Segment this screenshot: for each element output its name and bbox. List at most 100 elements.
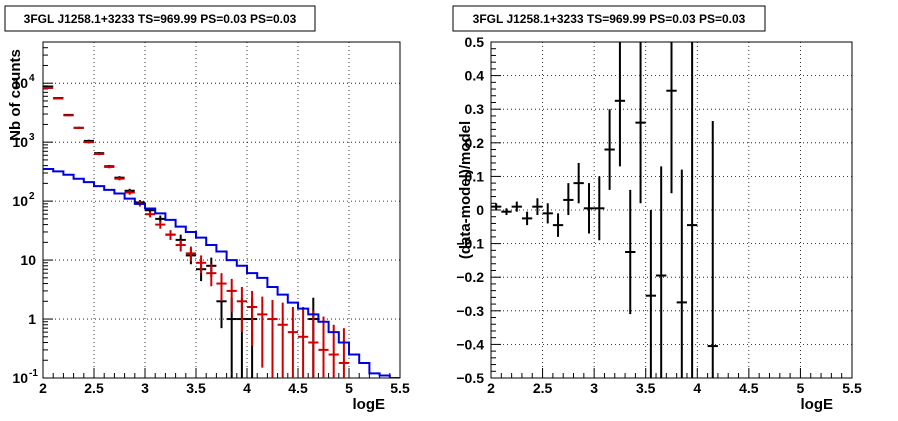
y-tick-label: 10 [12,134,28,150]
x-tick-label: 2 [39,380,47,396]
chart-title: 3FGL J1258.1+3233 TS=969.99 PS=0.03 PS=0… [473,12,746,26]
y-axis-title: Nb of counts [7,49,24,141]
model-point [277,302,288,378]
y-tick-label: 0 [476,202,484,218]
grid-lines [43,42,400,378]
x-tick-label: 3 [590,380,598,396]
residual-point [645,210,657,378]
model-point [267,300,278,378]
x-tick-label: 4.5 [288,380,308,396]
residual-point [676,169,687,378]
x-tick-label: 2.5 [84,380,104,396]
model-point [318,316,329,378]
x-tick-label: 5.5 [842,380,862,396]
model-point [257,296,268,368]
x-tick-label: 5 [345,380,353,396]
residual-point [635,42,646,204]
residual-point [491,203,502,210]
y-tick-label: −0.4 [456,336,484,352]
residual-panel: 2 2.5 3 3.5 4 4.5 5 5.5 −0.5 −0.4 −0.3 −0.2 −0.1 0 0.1… [452,5,862,413]
residual-point [656,166,667,378]
y-tick-label: 10 [20,252,36,268]
model-point [338,328,349,378]
y-tick-label: 0.1 [465,168,485,184]
x-tick-label: 5 [797,380,805,396]
model-point [43,86,54,89]
title-box [4,5,316,32]
model-point [216,273,227,302]
y-tick-label: −0.3 [456,303,484,319]
residual-point [501,208,512,216]
chart-title: 3FGL J1258.1+3233 TS=969.99 PS=0.03 PS=0… [24,12,297,26]
model-step-line [43,168,400,378]
data-point [43,85,54,88]
residual-point [563,183,574,216]
x-tick-label: 2.5 [533,380,553,396]
x-tick-label: 3 [141,380,149,396]
model-point [287,307,298,378]
model-point [73,126,84,129]
residual-point [625,189,636,315]
residual-point [511,201,522,212]
model-point [114,177,125,181]
y-tick-exponent: 2 [29,191,35,202]
model-point [145,211,156,218]
y-tick-exponent: -1 [29,368,38,379]
model-point [165,230,176,240]
residual-point [686,42,698,378]
x-axis-title: logE [353,396,386,413]
residual-point [666,42,677,194]
x-axis-title: logE [801,396,834,413]
y-tick-label: 0.4 [465,68,485,84]
residual-point [542,203,553,224]
plot-area [43,85,400,378]
y-tick-exponent: 3 [29,132,35,143]
residual-point [573,162,584,204]
x-tick-label: 2 [487,380,495,396]
model-point [175,239,186,252]
model-point [247,290,258,346]
model-point [196,255,207,274]
model-point [104,165,115,169]
x-tick-label: 3.5 [636,380,656,396]
y-tick-label: −0.5 [456,370,484,386]
residual-point [583,183,595,234]
y-tick-exponent: 4 [29,73,35,84]
x-tick-label: 3.5 [186,380,206,396]
model-point [83,140,94,144]
y-tick-label: 10 [12,193,28,209]
residual-point [594,176,605,241]
residual-point [707,120,718,378]
x-tick-label: 5.5 [390,380,410,396]
model-point [298,307,309,378]
model-point [155,221,166,229]
model-point [236,286,247,333]
residual-point [521,211,533,226]
y-tick-label: 0.5 [465,34,485,50]
residual-point [552,213,564,237]
y-tick-label: 1 [28,311,36,327]
plot-area [491,42,718,378]
residual-point [614,42,626,167]
model-point [63,114,74,117]
model-point [124,190,135,195]
model-point [328,324,339,378]
x-tick-label: 4 [693,380,701,396]
y-tick-label: 0.3 [465,101,485,117]
y-tick-label: 0.2 [465,135,485,151]
model-point [308,310,319,378]
y-tick-label: −0.2 [456,269,484,285]
x-tick-label: 4.5 [739,380,759,396]
model-point [206,264,217,287]
residual-point [604,109,615,190]
model-point [94,152,105,156]
model-point [226,278,237,313]
y-tick-label: 10 [12,75,28,91]
model-point [185,246,196,262]
y-axis-title: (data-model)/model [457,121,474,259]
y-tick-label: 10 [12,370,28,386]
residual-point [532,198,543,216]
y-tick-label: −0.1 [456,236,484,252]
